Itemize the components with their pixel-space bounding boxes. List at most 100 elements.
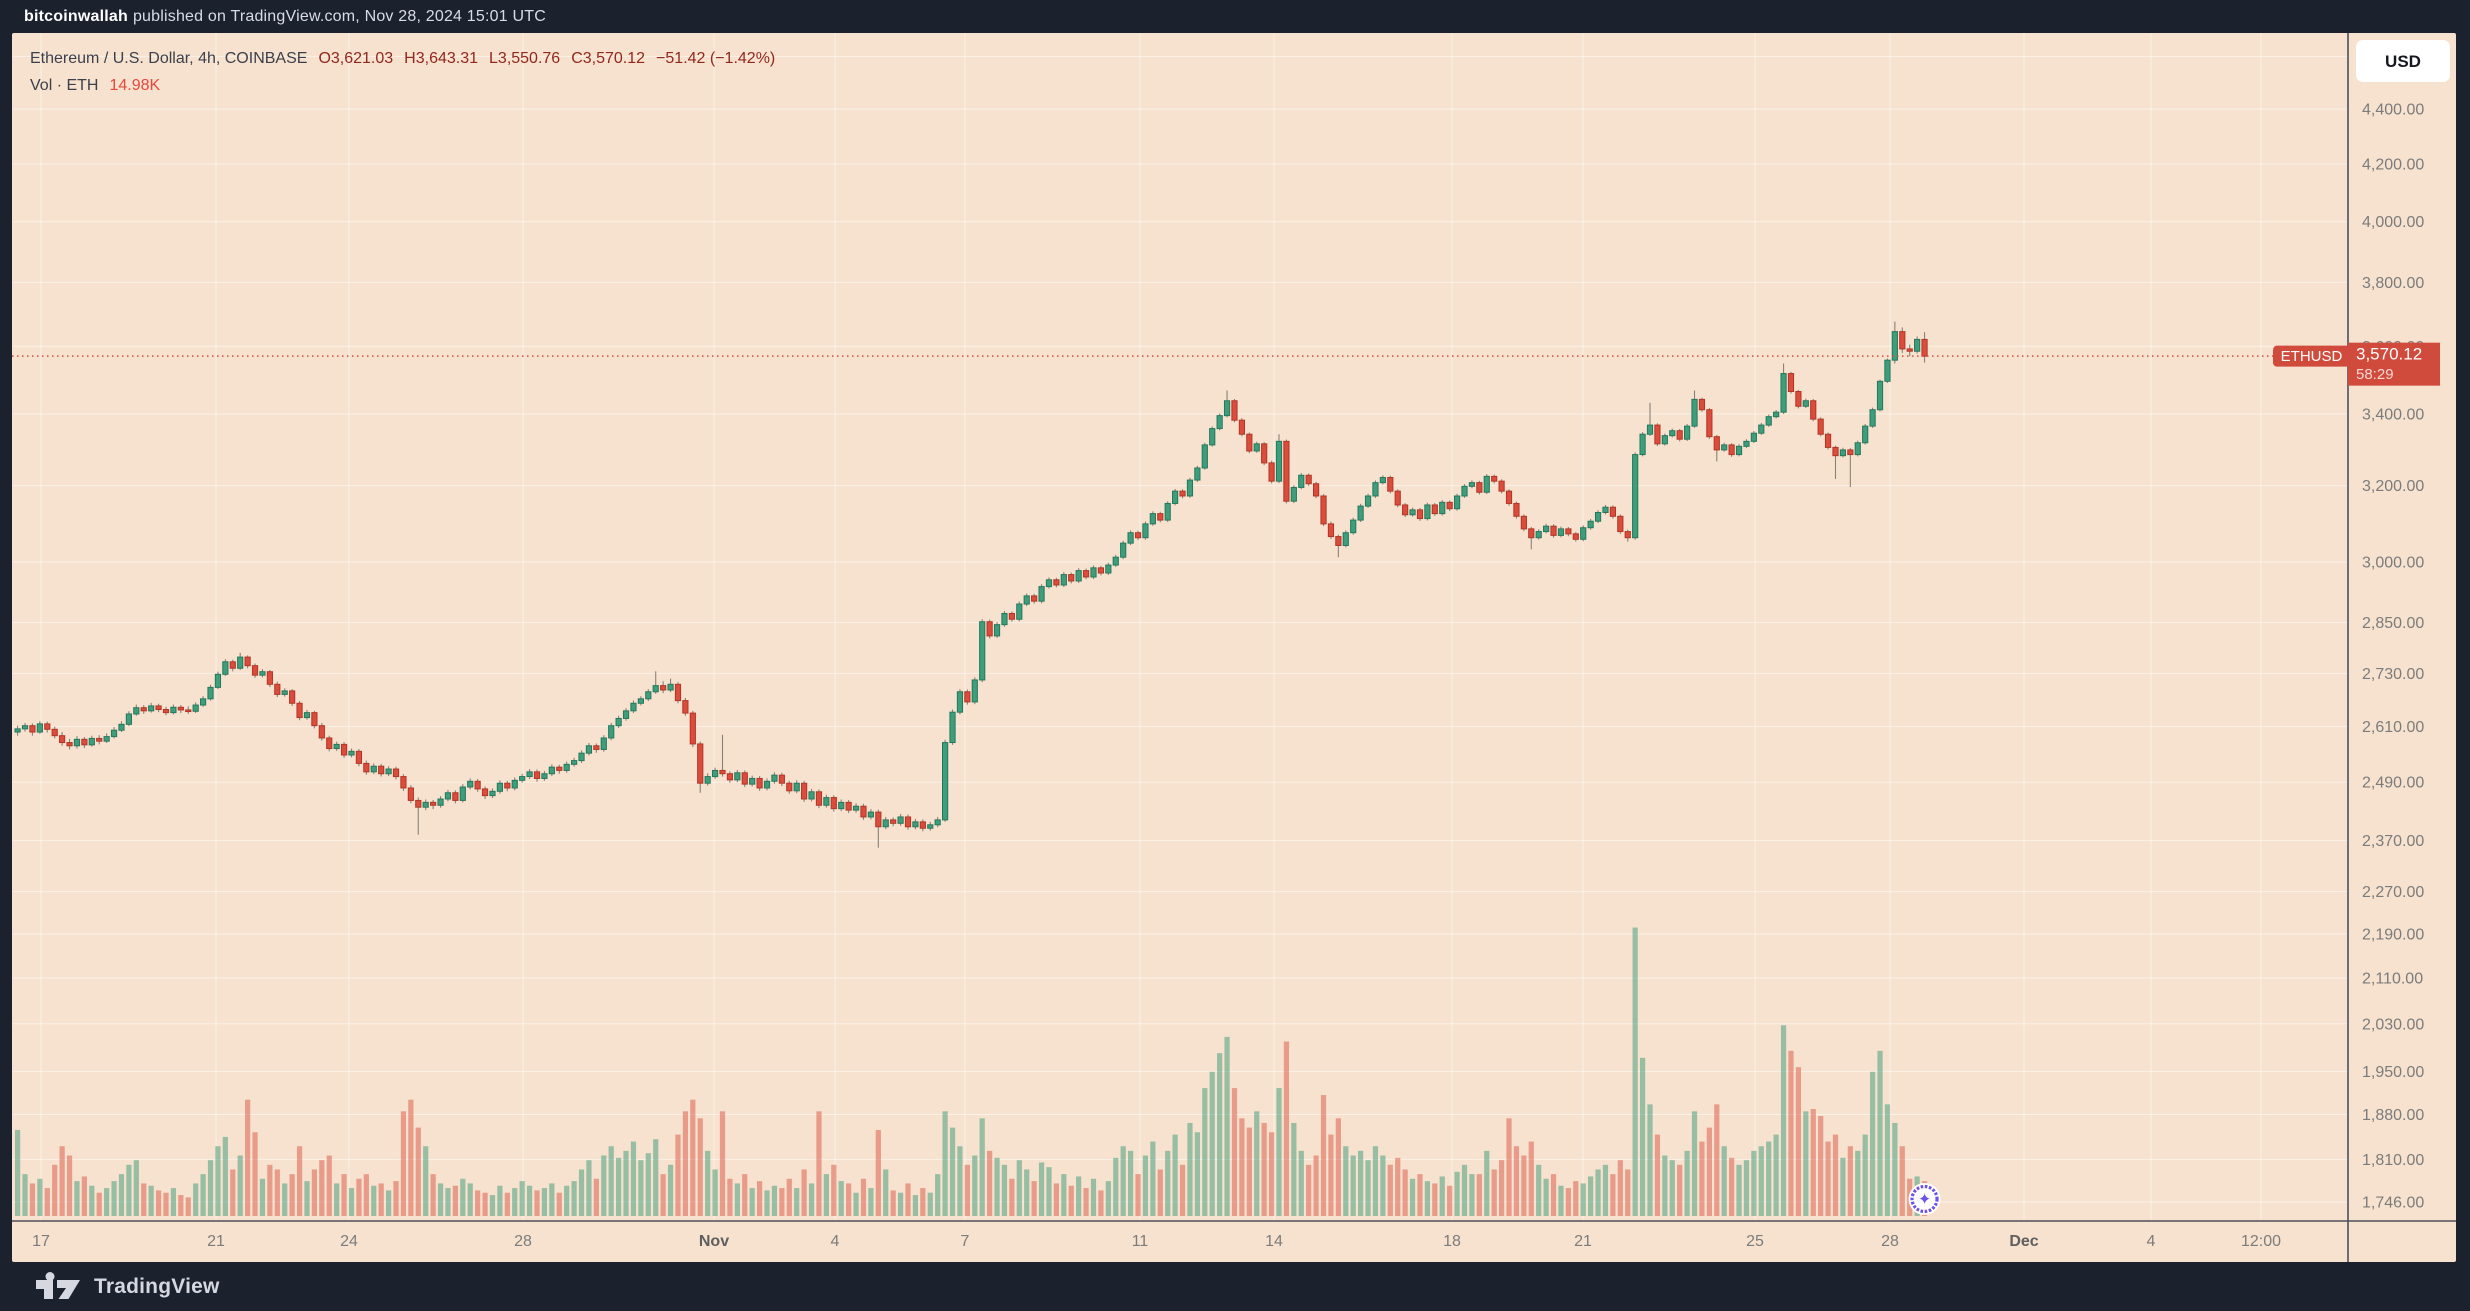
candle-down <box>66 742 73 747</box>
volume-bar <box>319 1160 325 1216</box>
candle-down <box>719 769 726 775</box>
candle-up <box>927 824 934 829</box>
volume-bar <box>920 1188 926 1216</box>
candle-down <box>355 750 363 764</box>
candle-up <box>1535 531 1542 539</box>
volume-bar <box>1773 1134 1779 1216</box>
volume-bar <box>660 1174 666 1216</box>
candle-up <box>1684 425 1691 440</box>
volume-bar <box>1543 1178 1549 1216</box>
price-axis-label: 3,200.00 <box>2362 478 2424 495</box>
candle-up <box>1439 501 1446 515</box>
volume-bar <box>1729 1157 1735 1216</box>
price-axis-label: 2,490.00 <box>2362 775 2424 792</box>
volume-bar <box>1053 1183 1059 1216</box>
volume-bar <box>1491 1169 1497 1216</box>
candle-up <box>1357 505 1364 521</box>
candle-up <box>496 782 503 792</box>
volume-bar <box>1484 1150 1490 1216</box>
candle-down <box>741 772 748 785</box>
candle-up <box>571 760 578 765</box>
candle-up <box>170 706 177 714</box>
volume-bar <box>1580 1183 1586 1216</box>
volume-bar <box>1402 1169 1408 1216</box>
ohlc-low: L3,550.76 <box>489 50 561 67</box>
volume-bar <box>1602 1164 1609 1216</box>
price-axis-label: 4,400.00 <box>2362 102 2424 119</box>
volume-bar <box>1706 1127 1712 1216</box>
tradingview-logo-icon[interactable] <box>36 1271 82 1302</box>
price-axis-label: 4,000.00 <box>2362 214 2424 231</box>
volume-bar <box>1677 1164 1683 1216</box>
candle-down <box>244 656 251 667</box>
volume-bar <box>371 1185 377 1216</box>
price-axis-label: 2,730.00 <box>2362 666 2424 683</box>
volume-bar <box>1736 1164 1742 1216</box>
usd-currency-button[interactable] <box>2356 40 2450 82</box>
volume-bar <box>645 1153 651 1216</box>
candle-down <box>407 787 414 801</box>
volume-bar <box>1120 1146 1126 1216</box>
candle-down <box>1899 331 1906 350</box>
volume-bar <box>675 1134 681 1216</box>
volume-bar <box>311 1169 317 1216</box>
volume-bar <box>794 1188 800 1216</box>
time-axis[interactable] <box>12 1221 2456 1262</box>
volume-bar <box>475 1190 481 1216</box>
volume-bar <box>719 1111 726 1216</box>
candle-up <box>711 769 719 778</box>
candle-down <box>96 737 103 742</box>
volume-bar <box>118 1174 125 1216</box>
candle-up <box>1639 433 1646 456</box>
volume-bar <box>1803 1111 1809 1216</box>
candle-up <box>88 737 95 746</box>
volume-bar <box>1818 1115 1824 1216</box>
volume-bar <box>1743 1160 1750 1216</box>
volume-bar <box>386 1190 392 1216</box>
candle-down <box>1847 449 1854 456</box>
candle-down <box>682 700 689 714</box>
time-axis-label: 21 <box>1574 1233 1592 1250</box>
candle-down <box>185 709 192 713</box>
candle-down <box>140 707 147 712</box>
volume-bar <box>1031 1181 1037 1216</box>
time-axis-label: 17 <box>32 1233 50 1250</box>
candle-up <box>1045 579 1053 588</box>
candle-up <box>704 776 711 784</box>
volume-bar <box>1439 1176 1445 1216</box>
last-bar-marker-button[interactable]: ✦ <box>1908 1183 1941 1215</box>
volume-bar <box>512 1188 518 1216</box>
volume-bar <box>1009 1178 1015 1216</box>
volume-bar <box>653 1139 659 1216</box>
candle-up <box>133 707 140 715</box>
volume-bar <box>1721 1146 1727 1216</box>
candle-up <box>808 791 815 800</box>
volume-bar <box>964 1164 970 1216</box>
candle-up <box>600 737 607 750</box>
time-axis-label: 28 <box>1881 1233 1899 1250</box>
ohlc-change: −51.42 (−1.42%) <box>656 50 776 67</box>
candle-down <box>251 665 259 676</box>
candlestick-chart-canvas[interactable]: 4,400.004,200.004,000.003,800.003,600.00… <box>12 33 2456 1262</box>
candle-down <box>229 661 236 669</box>
volume-bar <box>215 1146 221 1216</box>
candle-up <box>1016 603 1023 620</box>
candle-down <box>1320 495 1327 525</box>
volume-bar <box>979 1118 985 1216</box>
tradingview-brand-text[interactable]: TradingView <box>94 1274 220 1298</box>
volume-bar <box>1528 1141 1534 1216</box>
volume-bar <box>326 1155 332 1216</box>
candle-up <box>444 792 452 800</box>
volume-bar <box>638 1160 644 1216</box>
volume-bar <box>1654 1134 1661 1216</box>
candle-down <box>1676 430 1683 440</box>
candle-up <box>763 780 771 789</box>
price-axis-label: 2,270.00 <box>2362 884 2424 901</box>
candle-up <box>519 776 526 781</box>
candle-up <box>1691 398 1698 427</box>
candle-down <box>1097 567 1105 574</box>
volume-bar <box>52 1164 58 1216</box>
volume-bar <box>1001 1164 1008 1216</box>
volume-bar <box>44 1188 50 1216</box>
candle-down <box>1008 612 1015 620</box>
